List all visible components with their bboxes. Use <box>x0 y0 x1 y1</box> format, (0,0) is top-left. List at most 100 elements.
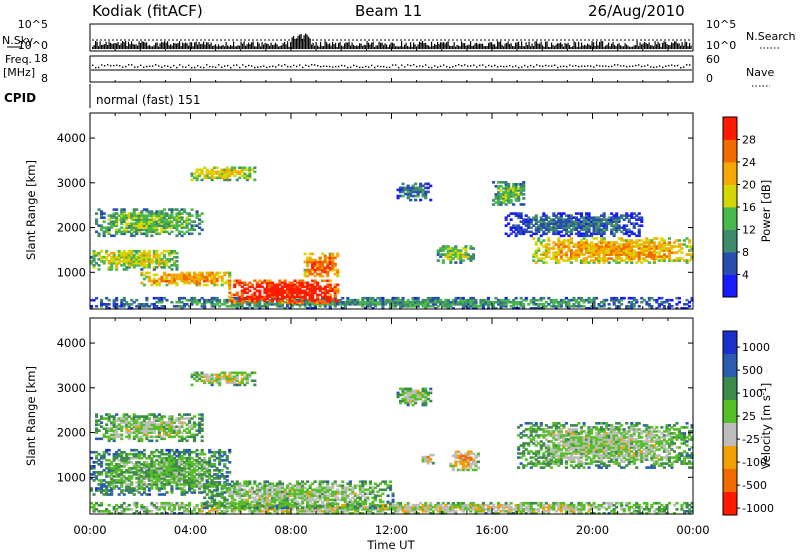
nsky-bar <box>507 41 509 49</box>
range-cell <box>399 298 403 302</box>
range-cell <box>577 249 581 252</box>
nsky-bar <box>501 44 503 49</box>
nsky-bar <box>512 46 514 49</box>
range-cell <box>539 259 543 262</box>
range-cell <box>152 251 156 255</box>
range-cell <box>650 307 654 310</box>
range-cell <box>592 298 596 302</box>
range-cell <box>572 510 576 513</box>
range-cell <box>416 190 420 194</box>
range-cell <box>635 243 639 246</box>
range-cell <box>303 295 307 299</box>
range-cell <box>190 220 194 224</box>
range-cell <box>368 508 373 511</box>
range-cell <box>238 176 242 180</box>
range-cell <box>301 291 305 295</box>
range-cell <box>195 174 199 178</box>
range-cell <box>122 481 126 484</box>
nave-dot <box>515 65 517 67</box>
range-cell <box>579 296 584 300</box>
range-cell <box>514 510 518 513</box>
range-cell <box>107 218 111 222</box>
range-cell <box>127 222 131 226</box>
range-cell <box>569 241 574 244</box>
range-cell <box>120 450 124 454</box>
range-cell <box>205 300 209 304</box>
range-cell <box>595 505 599 509</box>
range-cell <box>574 255 579 258</box>
range-cell <box>522 193 526 196</box>
range-cell <box>105 228 109 232</box>
range-cell <box>323 503 327 507</box>
nsky-bar <box>393 43 395 49</box>
range-cell <box>162 249 167 253</box>
range-cell <box>557 303 561 306</box>
range-cell <box>311 262 315 266</box>
range-cell <box>524 214 528 218</box>
nsky-bar <box>222 44 224 49</box>
range-cell <box>125 300 129 304</box>
range-cell <box>509 218 513 222</box>
nsky-bar <box>498 41 500 49</box>
range-cell <box>150 283 154 287</box>
range-cell <box>655 255 659 258</box>
range-cell <box>326 279 330 283</box>
range-cell <box>117 487 121 490</box>
range-cell <box>92 479 96 482</box>
range-cell <box>102 256 106 259</box>
range-cell <box>504 189 508 192</box>
nsky-bar <box>410 42 412 49</box>
range-cell <box>107 268 111 271</box>
range-cell <box>150 226 154 230</box>
range-cell <box>572 251 576 254</box>
range-cell <box>120 300 124 304</box>
range-cell <box>311 307 315 310</box>
range-cell <box>175 277 179 281</box>
range-cell <box>411 298 415 302</box>
range-cell <box>635 239 639 242</box>
nave-dot <box>227 64 229 67</box>
range-cell <box>228 271 232 275</box>
range-cell <box>602 239 606 242</box>
range-cell <box>311 289 315 293</box>
nave-dot <box>191 67 193 69</box>
range-cell <box>243 168 247 172</box>
range-cell <box>577 226 581 230</box>
nave-dot <box>392 64 394 66</box>
nave-dot <box>557 66 559 69</box>
range-cell <box>348 503 352 507</box>
range-cell <box>680 251 684 254</box>
range-cell <box>97 473 101 476</box>
range-cell <box>100 300 104 304</box>
range-cell <box>527 510 531 513</box>
range-cell <box>559 298 563 302</box>
nsky-bar <box>495 46 497 49</box>
range-cell <box>547 226 551 230</box>
range-cell <box>537 249 541 252</box>
range-cell <box>655 237 659 240</box>
range-cell <box>318 293 322 297</box>
range-cell <box>361 505 365 509</box>
range-cell <box>469 296 473 300</box>
range-cell <box>484 303 488 306</box>
range-cell <box>97 503 101 507</box>
range-cell <box>167 226 172 230</box>
range-cell <box>660 237 664 240</box>
nsky-bar <box>381 42 383 49</box>
range-cell <box>464 300 468 304</box>
range-cell <box>328 297 332 301</box>
range-cell <box>273 287 277 291</box>
range-cell <box>170 510 174 513</box>
nsky-bar <box>180 46 182 49</box>
range-cell <box>157 258 161 261</box>
range-cell <box>122 254 126 257</box>
range-cell <box>592 237 596 240</box>
range-cell <box>198 172 202 176</box>
range-cell <box>665 243 669 246</box>
range-cell <box>421 508 425 511</box>
nsky-bar <box>645 42 647 49</box>
nsky-bar <box>165 42 167 49</box>
range-cell <box>587 212 591 215</box>
range-cell <box>175 260 179 263</box>
range-cell <box>562 503 566 507</box>
